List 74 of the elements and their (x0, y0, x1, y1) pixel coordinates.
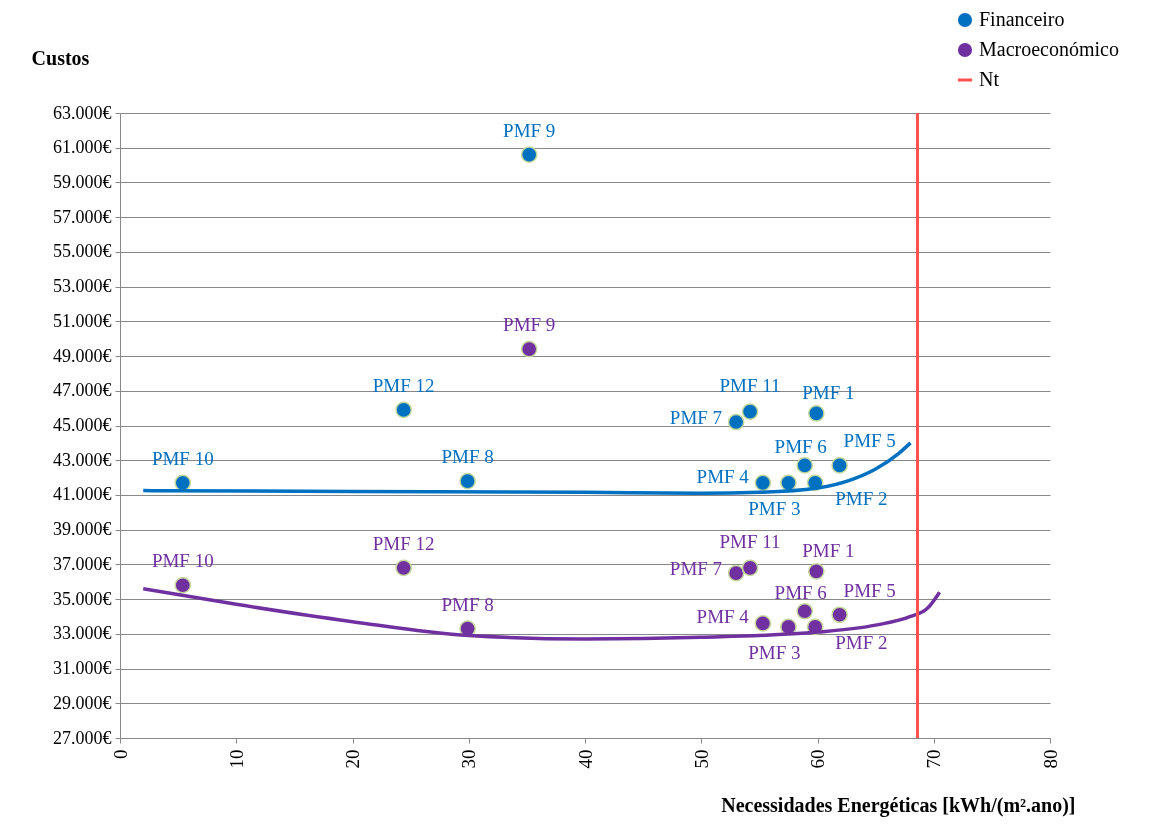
point (520, 340, 538, 358)
point (780, 474, 797, 492)
data-label: PMF 5 (843, 579, 896, 601)
x-tick-label: 30 (458, 749, 480, 769)
data-label: PMF 8 (441, 446, 494, 468)
point (741, 403, 759, 420)
y-tick-label: 35.000€ (53, 588, 112, 609)
legend-label: Nt (979, 68, 1000, 90)
data-label: PMF 4 (696, 465, 750, 487)
legend-label: Financeiro (979, 8, 1065, 30)
data-label: PMF 12 (372, 532, 435, 554)
point (831, 457, 848, 474)
data-label: PMF 11 (719, 374, 781, 396)
point (754, 474, 772, 492)
y-tick-label: 57.000€ (53, 206, 112, 227)
point (459, 472, 476, 490)
x-tick-label: 70 (923, 749, 945, 769)
y-tick-label: 39.000€ (53, 519, 112, 540)
point (174, 576, 192, 594)
data-label: PMF 10 (151, 447, 214, 469)
point (831, 606, 848, 624)
y-tick-label: 61.000€ (53, 137, 112, 158)
data-label: PMF 2 (835, 487, 888, 509)
y-tick-label: 63.000€ (53, 102, 112, 123)
point (796, 602, 814, 620)
y-tick-label: 31.000€ (53, 658, 112, 679)
data-label: PMF 6 (774, 582, 827, 604)
x-tick-label: 80 (1039, 749, 1061, 769)
data-label: PMF 12 (372, 374, 435, 396)
data-label: PMF 8 (441, 593, 494, 615)
data-label: PMF 1 (802, 540, 855, 562)
y-tick-label: 45.000€ (53, 415, 112, 435)
point (174, 474, 192, 492)
point (796, 457, 814, 474)
data-label: PMF 2 (835, 631, 888, 653)
x-tick-label: 0 (109, 749, 131, 759)
y-tick-label: 37.000€ (53, 553, 112, 574)
x-axis-title: Necessidades Energéticas [kWh/(m².ano)] (721, 793, 1076, 817)
point (754, 615, 772, 632)
y-tick-label: 55.000€ (53, 241, 112, 262)
point (741, 559, 759, 577)
data-label: PMF 7 (669, 407, 723, 429)
y-tick-label: 49.000€ (53, 345, 112, 366)
point (808, 405, 825, 422)
data-label: PMF 3 (748, 497, 801, 519)
y-tick-label: 33.000€ (53, 623, 112, 644)
x-tick-label: 60 (807, 749, 828, 769)
data-label: PMF 3 (748, 641, 801, 663)
x-tick-label: 10 (225, 749, 247, 769)
y-tick-label: 59.000€ (53, 171, 112, 192)
data-label: PMF 4 (696, 606, 750, 628)
x-tick-label: 50 (690, 749, 712, 769)
y-tick-label: 47.000€ (53, 380, 112, 401)
data-label: PMF 5 (843, 430, 896, 452)
data-label: PMF 6 (774, 436, 827, 458)
y-tick-label: 27.000€ (53, 727, 112, 748)
y-tick-label: 53.000€ (53, 276, 112, 297)
x-tick-label: 20 (342, 749, 363, 769)
point (727, 413, 745, 431)
y-axis-title: Custos (31, 46, 90, 69)
point (520, 146, 538, 163)
point (395, 559, 412, 577)
y-tick-label: 29.000€ (53, 692, 112, 713)
data-label: PMF 1 (802, 382, 855, 404)
point (395, 401, 412, 419)
y-tick-label: 41.000€ (53, 484, 112, 505)
x-tick-label: 40 (574, 749, 596, 769)
y-tick-label: 51.000€ (53, 310, 112, 331)
data-label: PMF 9 (503, 119, 556, 141)
y-tick-label: 43.000€ (53, 449, 112, 470)
legend-label: Macroeconómico (979, 38, 1119, 60)
point (727, 564, 745, 582)
point (808, 563, 825, 580)
data-label: PMF 11 (719, 530, 781, 552)
